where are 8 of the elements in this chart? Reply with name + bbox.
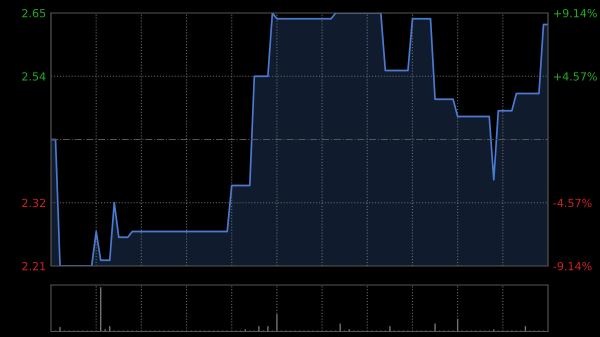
y2-tick-label: -4.57%	[553, 198, 592, 208]
y-tick-label: 2.21	[22, 262, 46, 270]
y-tick-label: 2.54	[22, 72, 46, 81]
y-tick-label: 2.65	[22, 8, 46, 18]
y-tick-label: 2.32	[22, 198, 46, 208]
y2-tick-label: +4.57%	[554, 72, 597, 81]
y2-tick-label: -9.14%	[553, 262, 592, 270]
y2-tick-label: +9.14%	[554, 8, 597, 18]
